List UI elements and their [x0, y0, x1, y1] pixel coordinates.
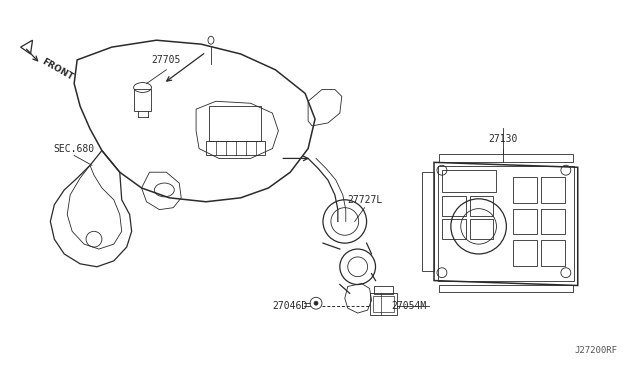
Text: FRONT: FRONT — [40, 57, 74, 82]
Bar — [206, 141, 266, 155]
Bar — [439, 285, 573, 292]
Bar — [372, 296, 394, 312]
Bar — [134, 89, 152, 111]
Bar — [369, 294, 397, 315]
Text: 27046D: 27046D — [273, 301, 308, 311]
Bar — [470, 196, 493, 215]
Bar — [374, 286, 394, 294]
Bar — [513, 209, 537, 234]
Text: 27054M: 27054M — [392, 301, 427, 311]
Text: SEC.680: SEC.680 — [54, 144, 95, 154]
Bar — [442, 196, 466, 215]
Bar — [439, 154, 573, 162]
Text: J27200RF: J27200RF — [574, 346, 618, 355]
Bar — [541, 177, 565, 203]
Bar — [209, 106, 260, 141]
Text: 27727L: 27727L — [347, 195, 382, 205]
Bar — [541, 240, 565, 266]
Text: 27130: 27130 — [489, 134, 518, 144]
Bar — [513, 240, 537, 266]
Bar — [422, 172, 434, 271]
Bar — [541, 209, 565, 234]
Circle shape — [314, 301, 318, 305]
Bar — [470, 219, 493, 239]
Text: 27705: 27705 — [152, 55, 181, 65]
Bar — [442, 219, 466, 239]
Bar — [438, 166, 574, 280]
Bar — [513, 177, 537, 203]
Bar — [442, 170, 497, 192]
